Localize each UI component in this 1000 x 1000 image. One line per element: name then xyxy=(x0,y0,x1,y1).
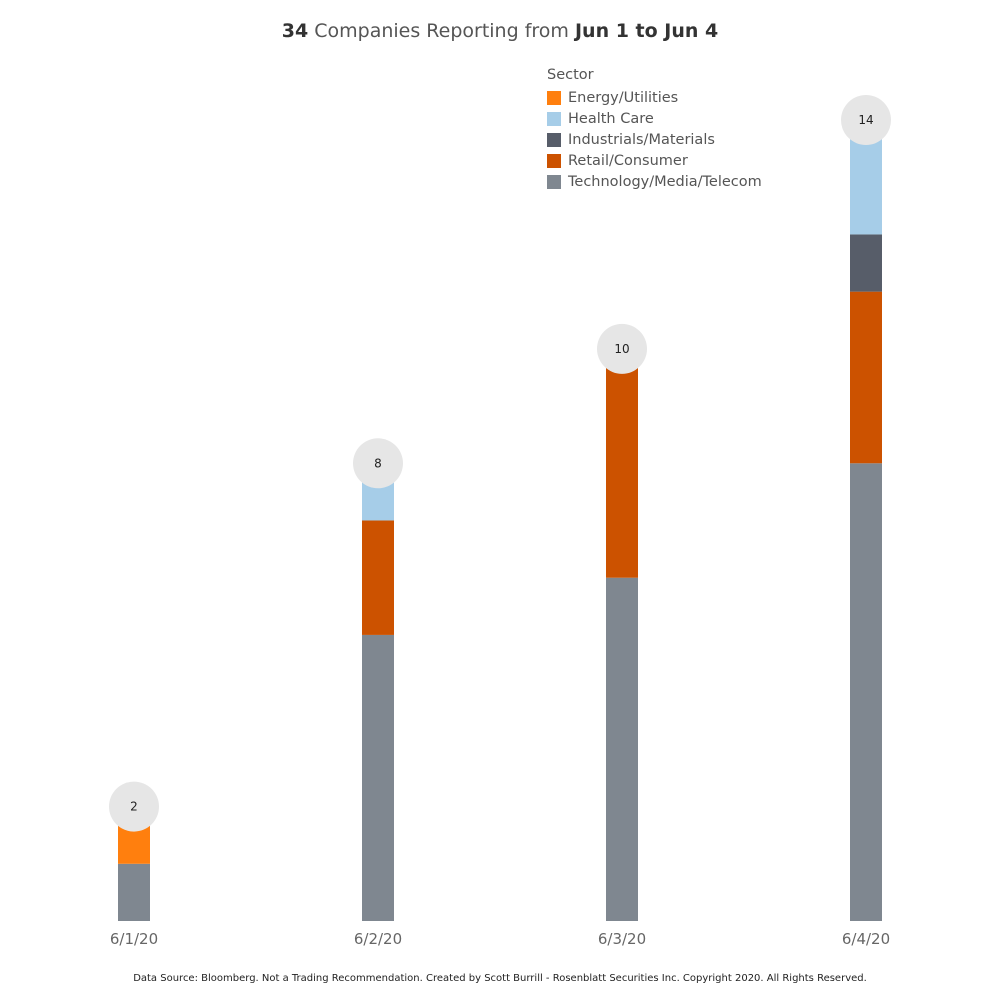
footer-source-note: Data Source: Bloomberg. Not a Trading Re… xyxy=(133,973,867,984)
legend-swatch xyxy=(547,132,561,147)
bar-segment-retail-consumer[interactable] xyxy=(606,348,638,578)
x-tick-label: 6/2/20 xyxy=(354,930,402,948)
legend-swatch xyxy=(547,111,561,126)
legend-swatch xyxy=(547,90,561,105)
legend-item-industrials-materials[interactable]: Industrials/Materials xyxy=(547,129,762,150)
bar-segment-technology-media-telecom[interactable] xyxy=(606,577,638,921)
title-text: Companies Reporting from xyxy=(314,20,569,42)
total-label: 14 xyxy=(858,113,873,127)
total-badge xyxy=(353,438,403,489)
bar-segment-technology-media-telecom[interactable] xyxy=(118,863,150,921)
legend-label: Health Care xyxy=(568,110,654,127)
legend-label: Technology/Media/Telecom xyxy=(568,173,762,190)
total-badge xyxy=(109,781,159,832)
title-count: 34 xyxy=(281,20,309,42)
total-label: 8 xyxy=(374,456,382,470)
title-date-range: Jun 1 to Jun 4 xyxy=(574,20,719,42)
bar-segment-industrials-materials[interactable] xyxy=(850,234,882,292)
total-label: 10 xyxy=(614,342,629,356)
legend-title: Sector xyxy=(547,67,594,83)
legend-swatch xyxy=(547,174,561,189)
legend-item-technology-media-telecom[interactable]: Technology/Media/Telecom xyxy=(547,171,762,192)
legend-item-health-care[interactable]: Health Care xyxy=(547,108,762,129)
bar-segment-retail-consumer[interactable] xyxy=(362,520,394,635)
bar-segment-technology-media-telecom[interactable] xyxy=(850,463,882,921)
x-tick-label: 6/3/20 xyxy=(598,930,646,948)
total-badge xyxy=(597,323,647,374)
x-tick-label: 6/1/20 xyxy=(110,930,158,948)
legend-item-retail-consumer[interactable]: Retail/Consumer xyxy=(547,150,762,171)
bar-segment-technology-media-telecom[interactable] xyxy=(362,634,394,921)
chart-title: 34 Companies Reporting from Jun 1 to Jun… xyxy=(0,20,1000,42)
bar-segment-retail-consumer[interactable] xyxy=(850,291,882,464)
total-badge xyxy=(841,95,891,145)
legend: Sector Energy/Utilities Health Care Indu… xyxy=(547,67,762,192)
legend-label: Industrials/Materials xyxy=(568,131,715,148)
x-tick-label: 6/4/20 xyxy=(842,930,890,948)
legend-swatch xyxy=(547,153,561,168)
total-label: 2 xyxy=(130,800,138,814)
legend-label: Energy/Utilities xyxy=(568,89,679,106)
legend-label: Retail/Consumer xyxy=(568,152,688,169)
legend-item-energy-utilities[interactable]: Energy/Utilities xyxy=(547,87,762,108)
